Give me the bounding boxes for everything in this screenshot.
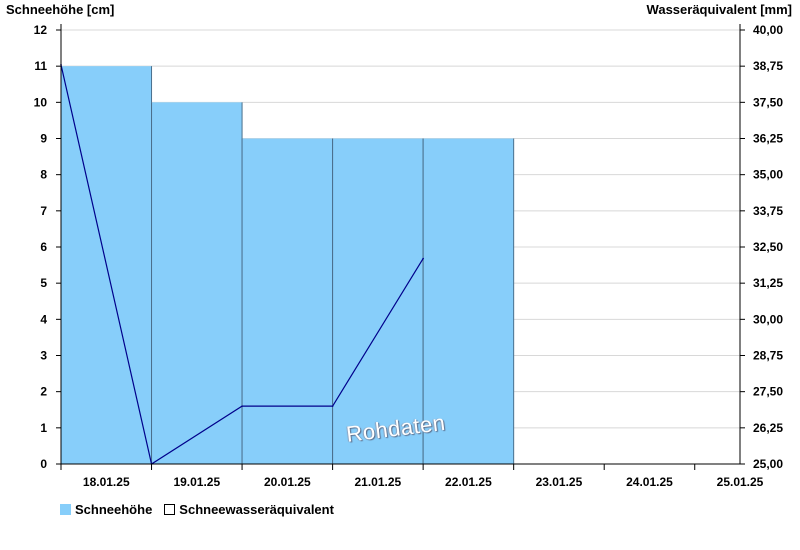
y-right-tick-label: 26,25	[753, 421, 783, 435]
x-tick-label: 18.01.25	[83, 475, 130, 489]
x-tick-label: 23.01.25	[536, 475, 583, 489]
axes: 0 25,00 1 26,25 2 27,50 3 28,75 4 30,00 5 31,25 6 32,…	[34, 23, 784, 489]
y-right-tick-label: 40,00	[753, 23, 783, 37]
y-right-tick-label: 25,00	[753, 457, 783, 471]
y-right-tick-label: 30,00	[753, 312, 783, 326]
x-tick-label: 22.01.25	[445, 475, 492, 489]
bar	[242, 138, 333, 464]
legend-swatch-wasseraequivalent	[164, 504, 176, 515]
x-tick-label: 21.01.25	[355, 475, 402, 489]
line-point	[422, 257, 424, 260]
line-point	[241, 405, 243, 407]
legend-label-schneehoehe: Schneehöhe	[75, 502, 153, 517]
y-axis-left-title: Schneehöhe [cm]	[6, 2, 115, 17]
legend: Schneehöhe Schneewasseräquivalent	[60, 502, 346, 517]
x-tick-label: 24.01.25	[626, 475, 673, 489]
y-left-tick-label: 10	[34, 95, 48, 109]
bar	[151, 102, 243, 464]
line-point	[331, 405, 334, 407]
y-left-tick-label: 3	[40, 349, 47, 363]
y-left-tick-label: 7	[40, 204, 47, 218]
y-right-tick-label: 37,50	[753, 95, 783, 109]
bar	[423, 138, 514, 464]
y-left-tick-label: 12	[34, 23, 48, 37]
y-left-tick-label: 0	[40, 457, 47, 471]
y-right-tick-label: 33,75	[753, 204, 783, 218]
y-left-tick-label: 4	[40, 312, 47, 326]
y-left-tick-label: 5	[40, 276, 47, 290]
y-right-tick-label: 36,25	[753, 132, 783, 146]
legend-item-schneehoehe: Schneehöhe	[60, 502, 152, 517]
y-left-tick-label: 1	[40, 421, 47, 435]
y-right-tick-label: 31,25	[753, 276, 783, 290]
legend-label-wasseraequivalent: Schneewasseräquivalent	[179, 502, 334, 517]
y-axis-right-title: Wasseräquivalent [mm]	[646, 2, 792, 17]
y-right-tick-label: 38,75	[753, 59, 783, 73]
x-tick-label: 25.01.25	[717, 475, 764, 489]
y-left-tick-label: 9	[40, 132, 47, 146]
y-right-tick-label: 27,50	[753, 385, 783, 399]
legend-swatch-schneehoehe	[60, 504, 71, 515]
legend-item-wasseraequivalent: Schneewasseräquivalent	[164, 502, 334, 517]
y-right-tick-label: 28,75	[753, 349, 783, 363]
bar-series	[60, 66, 515, 465]
y-right-tick-label: 32,50	[753, 240, 783, 254]
y-left-tick-label: 8	[40, 168, 47, 182]
y-left-tick-label: 6	[40, 240, 47, 254]
x-tick-label: 20.01.25	[264, 475, 311, 489]
y-left-tick-label: 2	[40, 385, 47, 399]
y-right-tick-label: 35,00	[753, 168, 783, 182]
y-left-tick-label: 11	[34, 59, 47, 73]
bar	[332, 138, 424, 464]
x-tick-label: 19.01.25	[173, 475, 220, 489]
